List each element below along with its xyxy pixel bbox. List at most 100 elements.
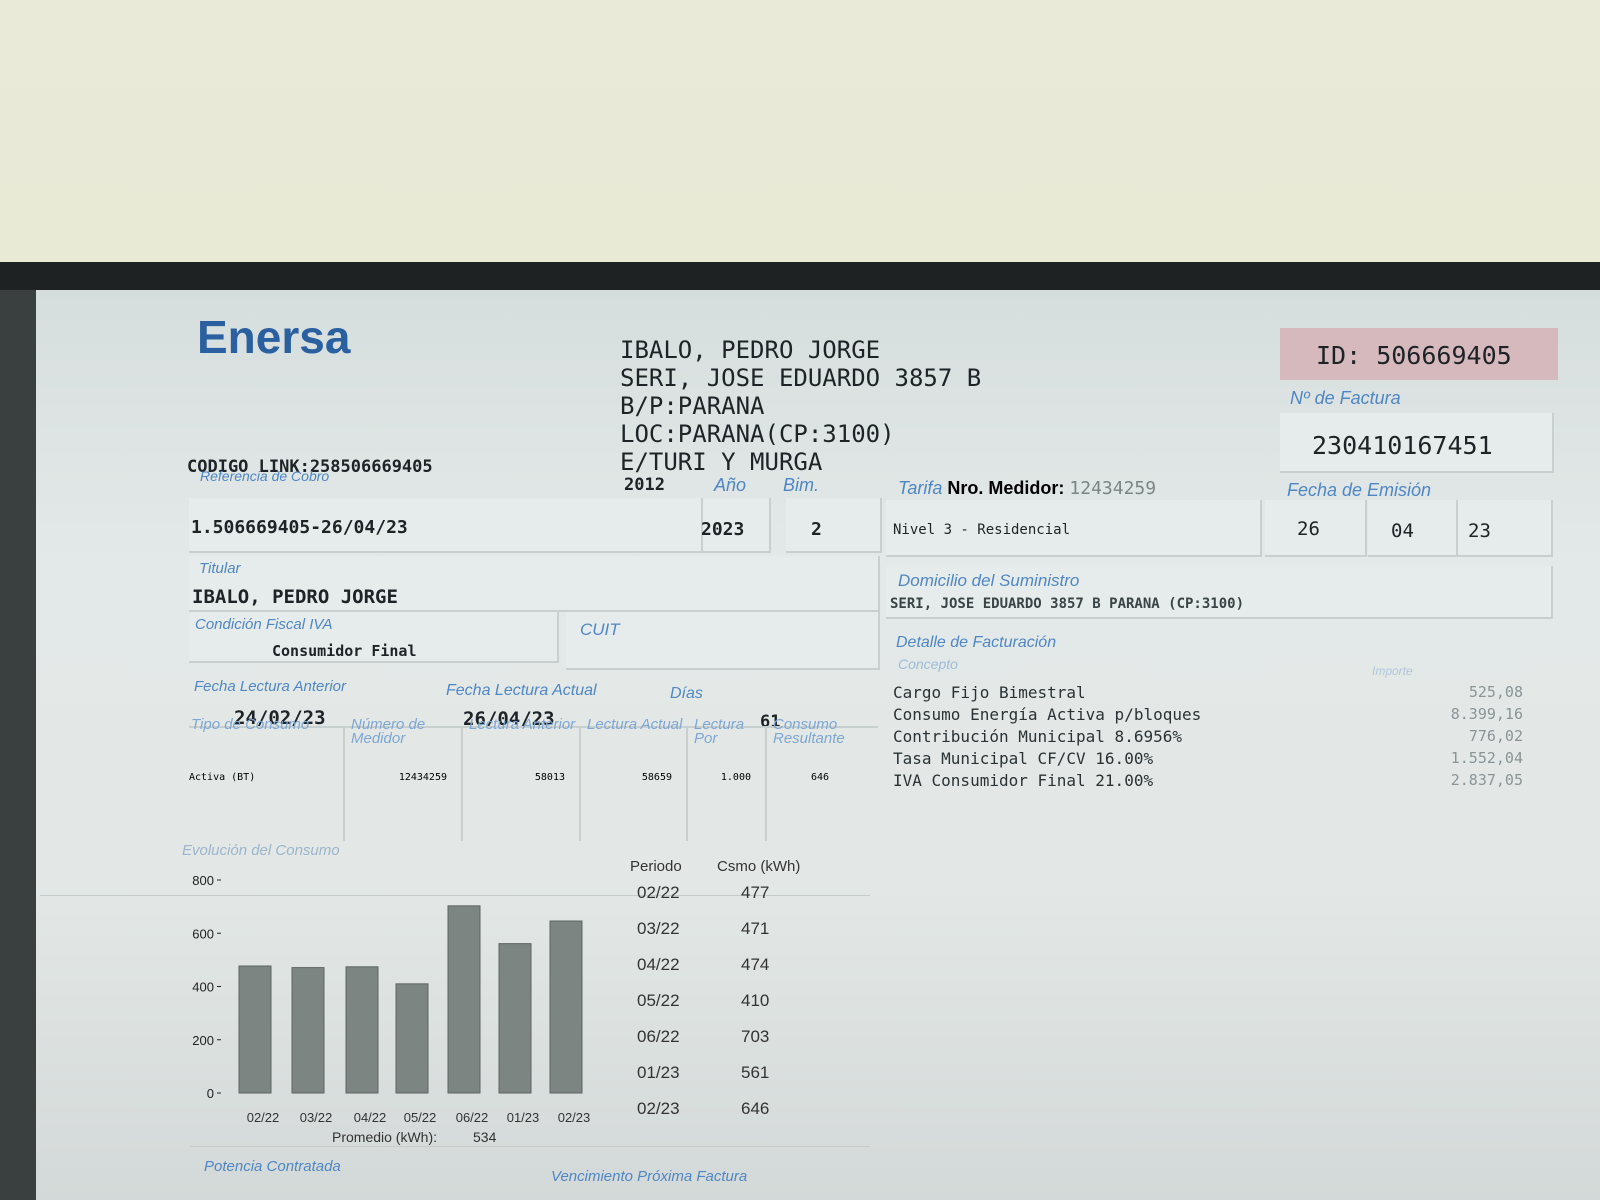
label: Periodo — [630, 858, 682, 875]
amount: 525,08 — [1468, 683, 1523, 701]
address-line: IBALO, PEDRO JORGE — [620, 336, 881, 364]
logo: Enersa — [197, 311, 351, 363]
invoice-number: 230410167451 — [1312, 431, 1493, 460]
bar — [447, 905, 481, 1094]
box — [886, 566, 1553, 619]
label: Csmo (kWh) — [717, 858, 800, 875]
customer-code: 2012 — [624, 475, 665, 495]
label: Nº de Factura — [1290, 388, 1401, 408]
box — [886, 500, 1262, 557]
id-box — [1280, 328, 1558, 380]
label: Titular — [199, 560, 241, 577]
label: Tarifa — [898, 478, 943, 498]
period: 01/23 — [637, 1063, 680, 1082]
cell: 58013 — [534, 772, 565, 783]
bar — [549, 920, 583, 1094]
x-tick-label: 05/22 — [404, 1110, 437, 1125]
screen-edge — [0, 290, 36, 1200]
box — [189, 612, 559, 663]
prev-date: 24/02/23 — [234, 707, 326, 729]
codigo-link: CODIGO LINK:258506669405 — [187, 457, 433, 477]
bar — [345, 966, 379, 1094]
emission-day: 26 — [1297, 518, 1320, 540]
x-tick-label: 02/22 — [247, 1110, 280, 1125]
period: 05/22 — [637, 991, 680, 1010]
period-value: 646 — [741, 1099, 769, 1118]
y-tick-label: 200 — [192, 1033, 214, 1048]
y-tick-label: 600 — [192, 926, 214, 941]
cell: Activa (BT) — [189, 772, 256, 783]
y-tick-label: 0 — [207, 1086, 214, 1101]
label: Vencimiento Próxima Factura — [551, 1168, 748, 1185]
tariff: Nivel 3 - Residencial — [893, 522, 1071, 538]
label: Fecha Lectura Anterior — [194, 678, 347, 695]
concept: Tasa Municipal CF/CV 16.00% — [893, 749, 1154, 768]
period: 04/22 — [637, 955, 680, 974]
x-tick-label: 03/22 — [300, 1110, 333, 1125]
concept: Consumo Energía Activa p/bloques — [893, 705, 1202, 724]
id: ID: 506669405 — [1316, 341, 1512, 370]
column-line — [765, 728, 767, 841]
period: 03/22 — [637, 919, 680, 938]
box — [566, 612, 880, 670]
amount: 8.399,16 — [1450, 705, 1523, 723]
period-value: 703 — [741, 1027, 769, 1046]
column-header: Lectura Actual — [587, 716, 683, 733]
customer-address: IBALO, PEDRO JORGE SERI, JOSE EDUARDO 385… — [620, 336, 981, 476]
emission-month: 04 — [1391, 520, 1414, 542]
cell: 12434259 — [398, 772, 447, 783]
period-value: 410 — [741, 991, 769, 1010]
column-line — [461, 728, 463, 841]
label: Año — [714, 475, 747, 495]
amount: 1.552,04 — [1450, 749, 1523, 767]
box — [786, 498, 882, 553]
meter: 12434259 — [1069, 478, 1157, 499]
column-header: Consumo Resultante — [773, 716, 845, 747]
bar — [238, 965, 272, 1094]
cell: 646 — [810, 772, 829, 783]
column-header: Lectura Anterior — [469, 716, 576, 733]
cell: 1.000 — [720, 772, 751, 783]
holder: IBALO, PEDRO JORGE — [192, 586, 398, 608]
column-header: Número de Medidor — [351, 716, 426, 747]
label: Evolución del Consumo — [182, 842, 340, 859]
meter-table: Tipo de Consumo Número de Medidor Lectura … — [189, 717, 878, 843]
box — [703, 498, 771, 553]
period: 02/23 — [637, 1099, 680, 1118]
box — [1265, 500, 1367, 557]
divider — [40, 895, 870, 896]
bar — [498, 943, 532, 1094]
emission-year: 23 — [1468, 520, 1491, 542]
label: Fecha Lectura Actual — [446, 682, 597, 699]
label: Días — [670, 685, 703, 702]
label: Referencia de Cobro — [200, 468, 330, 484]
period-value: 477 — [741, 883, 769, 902]
y-tick-label: 400 — [192, 980, 214, 995]
concept: Cargo Fijo Bimestral — [893, 683, 1086, 702]
label: Promedio (kWh): — [332, 1129, 437, 1145]
box — [1280, 413, 1554, 473]
amount: 2.837,05 — [1450, 771, 1523, 789]
divider — [190, 1146, 870, 1147]
supply-address: SERI, JOSE EDUARDO 3857 B PARANA (CP:310… — [890, 596, 1245, 612]
x-tick-label: 04/22 — [354, 1110, 387, 1125]
x-tick-label: 02/23 — [558, 1110, 591, 1125]
box — [1458, 500, 1553, 557]
address-line: B/P:PARANA — [620, 392, 765, 420]
x-tick-label: 01/23 — [507, 1110, 540, 1125]
screen-bezel — [0, 262, 1600, 292]
bim: 2 — [811, 519, 822, 540]
column-line — [343, 728, 345, 841]
bar — [395, 983, 429, 1094]
y-tick-label: 800 — [192, 873, 214, 888]
period-value: 471 — [741, 919, 769, 938]
curr-date: 26/04/23 — [463, 708, 555, 730]
label: CUIT — [580, 620, 620, 639]
label: Importe — [1372, 664, 1413, 678]
column-header: Lectura Por — [694, 716, 745, 747]
label: Domicilio del Suministro — [898, 571, 1080, 590]
cell: 58659 — [641, 772, 672, 783]
label: Nro. Medidor: — [947, 478, 1065, 498]
address-line: SERI, JOSE EDUARDO 3857 B — [620, 364, 982, 392]
